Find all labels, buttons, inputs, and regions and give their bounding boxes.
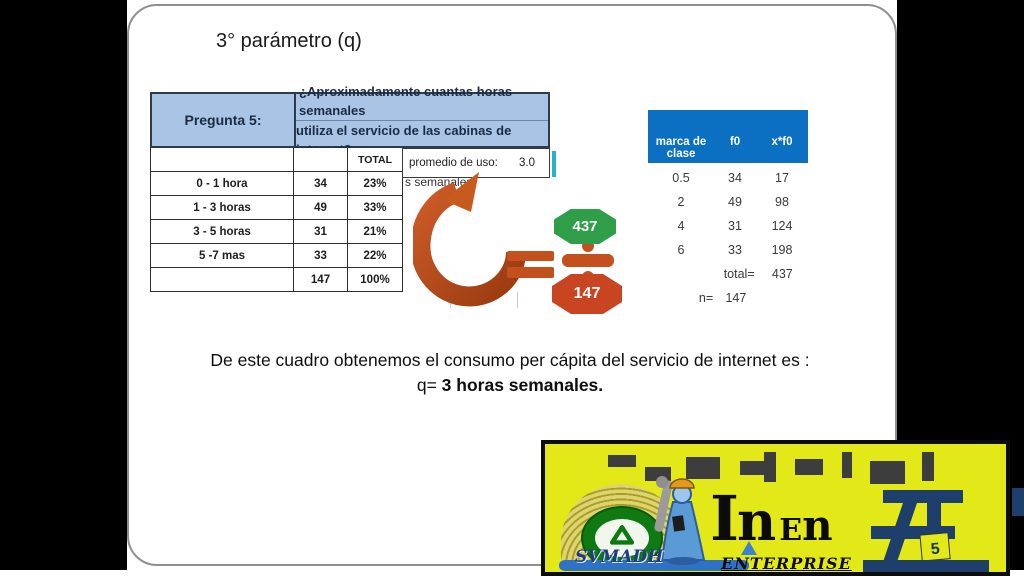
question-line-1: ¿Aproximadamente cuantas horas semanales [296, 82, 548, 121]
denominator-badge: 147 [552, 274, 622, 314]
kanji-number: 5 [930, 541, 940, 559]
conclusion-line-2: q= 3 horas semanales. [416, 375, 604, 395]
class-table-header: marca de clase f0 x*f0 [648, 110, 808, 163]
water-wave [559, 560, 749, 571]
deco-block [795, 459, 823, 475]
curved-arrow-icon [413, 172, 526, 307]
col-header-xf0: x*f0 [771, 136, 793, 148]
frequency-table-body: TOTAL 0 - 1 hora 34 23% 1 - 3 horas 49 3… [150, 148, 403, 292]
table-row: 0.5 34 17 [672, 171, 789, 185]
table-row: 0 - 1 hora 34 23% [151, 172, 403, 196]
table-row-n: n= 147 [698, 291, 747, 305]
worker-mascot-icon [654, 476, 706, 565]
recycle-emblem-icon [581, 506, 663, 570]
deco-block [922, 452, 934, 481]
col-header-f0: f0 [729, 136, 741, 148]
deco-block [870, 461, 905, 484]
conclusion-text: De este cuadro obtenemos el consumo per … [140, 348, 880, 398]
slide-title: 3° parámetro (q) [216, 30, 362, 52]
five-kanji-icon: 5 [863, 490, 989, 572]
average-use-label: promedio de uso: [409, 157, 498, 169]
equals-icon [507, 267, 554, 278]
average-use-box: promedio de uso: 3.0 [402, 148, 550, 178]
deco-block [764, 452, 776, 482]
col-header-marca: marca de clase [655, 136, 707, 160]
recycle-arrows-icon [610, 525, 634, 545]
class-table-body: 0.5 34 17 2 49 98 4 31 124 6 33 198 tota… [648, 166, 808, 310]
cell-highlight-tick [552, 151, 556, 177]
gridline-artifact [517, 292, 518, 308]
table-row-total: total= 437 [723, 267, 793, 281]
table-row: TOTAL [151, 148, 403, 172]
brand-wordmark: I n E n [710, 482, 833, 555]
table-row: 2 49 98 [677, 195, 789, 209]
deco-block [686, 457, 720, 479]
table-row: 1 - 3 horas 49 33% [151, 196, 403, 220]
question-text-cell: ¿Aproximadamente cuantas horas semanales… [296, 84, 548, 157]
table-row: 6 33 198 [677, 243, 793, 257]
table-row: 5 -7 mas 33 22% [151, 244, 403, 268]
equals-icon [507, 251, 554, 261]
table-row-total: 147 100% [151, 268, 403, 292]
deco-block [842, 452, 852, 478]
conclusion-line-1: De este cuadro obtenemos el consumo per … [210, 350, 810, 370]
average-use-value: 3.0 [519, 157, 535, 169]
table-row: 4 31 124 [677, 219, 793, 233]
frequency-table-header: Pregunta 5: ¿Aproximadamente cuantas hor… [150, 84, 550, 157]
deco-block [608, 455, 636, 467]
numerator-badge: 437 [554, 209, 616, 244]
letterbox-left [0, 0, 127, 570]
total-header-cell: TOTAL [348, 148, 403, 171]
divide-icon [562, 254, 614, 267]
question-label-cell: Pregunta 5: [152, 94, 296, 146]
sailboat-icon [741, 541, 757, 555]
weekly-hours-note: s semanales [405, 175, 473, 189]
brand-subtitle: ENTERPRISE [721, 554, 852, 573]
table-row: 3 - 5 horas 31 21% [151, 220, 403, 244]
deco-block [740, 461, 764, 475]
clipped-logo-fragment [1012, 488, 1024, 516]
logo-badge-text: SVMADH [575, 547, 664, 567]
watermark-logo: SVMADH I n E n ENTERPRISE 5 [541, 440, 1010, 576]
